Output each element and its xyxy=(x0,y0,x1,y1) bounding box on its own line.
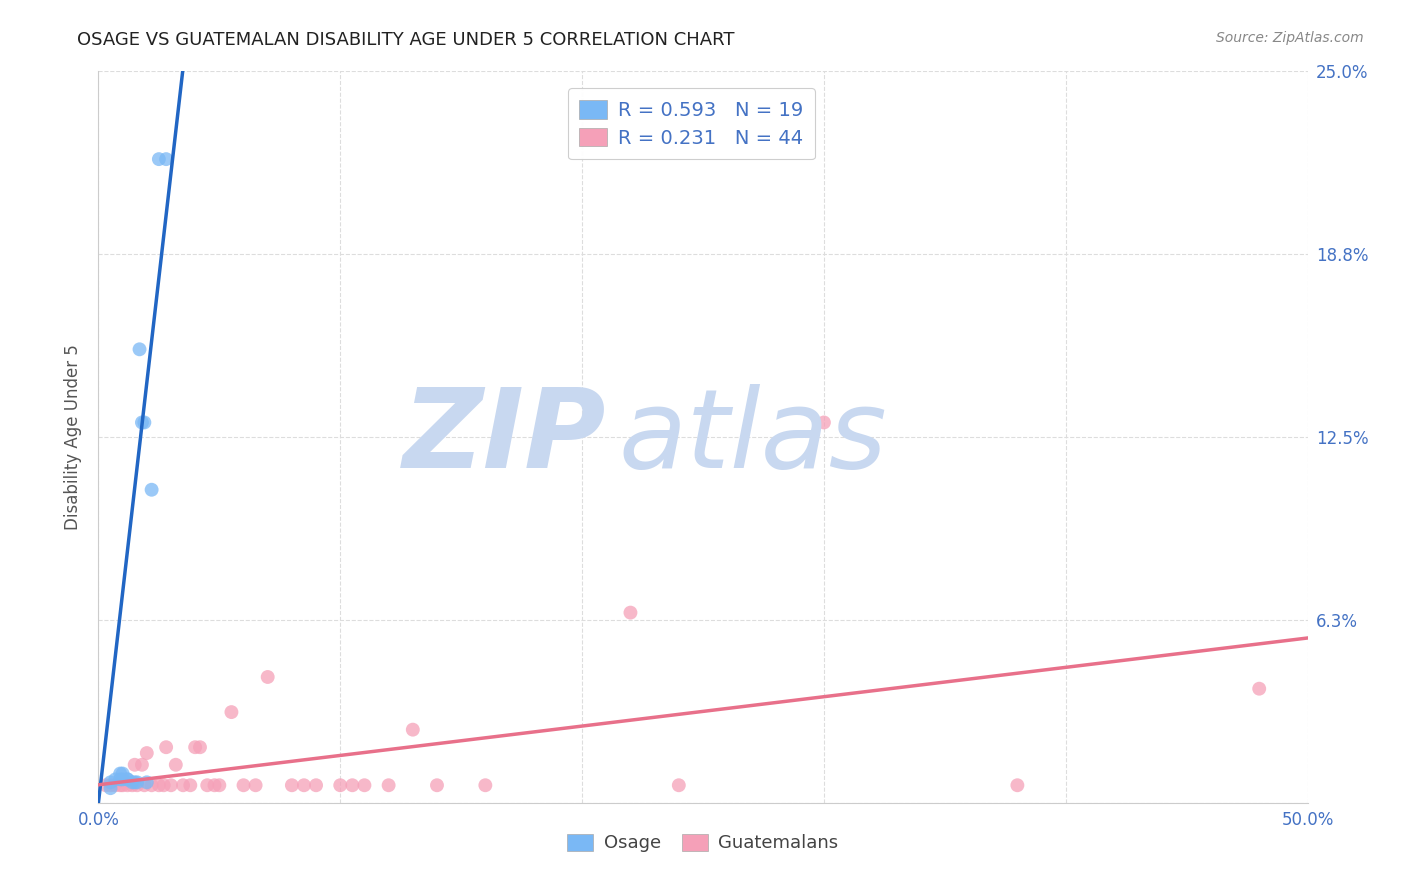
Point xyxy=(221,705,243,719)
Text: ZIP: ZIP xyxy=(402,384,606,491)
Point xyxy=(195,778,218,792)
Point xyxy=(148,152,170,166)
Point xyxy=(342,778,364,792)
Point xyxy=(155,152,177,166)
Point xyxy=(141,778,163,792)
Y-axis label: Disability Age Under 5: Disability Age Under 5 xyxy=(65,344,83,530)
Point xyxy=(165,757,187,772)
Point xyxy=(619,606,641,620)
Point xyxy=(128,343,150,357)
Point xyxy=(124,757,146,772)
Point xyxy=(121,778,143,792)
Point xyxy=(100,778,122,792)
Point xyxy=(124,775,146,789)
Text: OSAGE VS GUATEMALAN DISABILITY AGE UNDER 5 CORRELATION CHART: OSAGE VS GUATEMALAN DISABILITY AGE UNDER… xyxy=(77,31,735,49)
Point xyxy=(111,766,134,780)
Point xyxy=(148,778,170,792)
Point xyxy=(184,740,207,755)
Point xyxy=(111,772,134,787)
Point xyxy=(121,775,143,789)
Point xyxy=(305,778,328,792)
Point xyxy=(117,772,139,787)
Point xyxy=(353,778,375,792)
Point xyxy=(134,778,156,792)
Point xyxy=(474,778,496,792)
Point xyxy=(208,778,231,792)
Point xyxy=(292,778,315,792)
Point xyxy=(131,416,153,430)
Point xyxy=(1007,778,1029,792)
Point xyxy=(127,775,149,789)
Legend: Osage, Guatemalans: Osage, Guatemalans xyxy=(560,826,846,860)
Point xyxy=(117,772,139,787)
Point xyxy=(104,778,127,792)
Point xyxy=(155,740,177,755)
Point xyxy=(377,778,399,792)
Point xyxy=(141,483,163,497)
Point xyxy=(135,746,157,760)
Point xyxy=(160,778,183,792)
Point xyxy=(134,416,156,430)
Point xyxy=(402,723,425,737)
Point xyxy=(256,670,278,684)
Point xyxy=(1249,681,1271,696)
Point xyxy=(329,778,352,792)
Point xyxy=(108,778,131,792)
Point xyxy=(117,778,139,792)
Point xyxy=(104,772,127,787)
Text: Source: ZipAtlas.com: Source: ZipAtlas.com xyxy=(1216,31,1364,45)
Point xyxy=(152,778,174,792)
Point xyxy=(127,778,149,792)
Point xyxy=(813,416,835,430)
Point xyxy=(111,778,134,792)
Point xyxy=(108,766,131,780)
Point xyxy=(232,778,254,792)
Point xyxy=(108,772,131,787)
Point xyxy=(100,781,122,796)
Point xyxy=(135,775,157,789)
Point xyxy=(204,778,226,792)
Point xyxy=(131,757,153,772)
Point xyxy=(100,775,122,789)
Point xyxy=(426,778,449,792)
Point xyxy=(245,778,267,792)
Point xyxy=(179,778,201,792)
Point xyxy=(281,778,304,792)
Point xyxy=(94,778,117,792)
Point xyxy=(668,778,690,792)
Point xyxy=(172,778,194,792)
Point xyxy=(188,740,211,755)
Text: atlas: atlas xyxy=(619,384,887,491)
